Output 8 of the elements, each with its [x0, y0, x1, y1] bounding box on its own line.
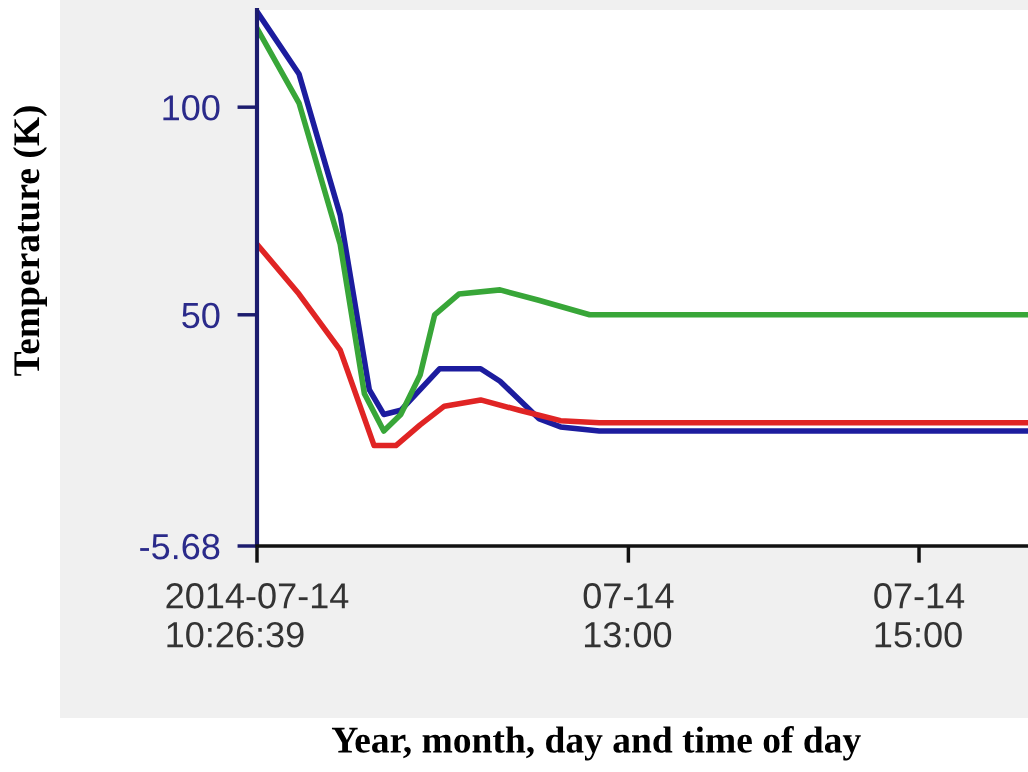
y-axis-title: Temperature (K) — [12, 106, 47, 376]
x-tick-label: 2014-07-14 10:26:39 — [166, 583, 349, 648]
y-tick-label: 50 — [182, 302, 220, 329]
y-tick-label: -5.68 — [140, 533, 220, 560]
y-tick-label: 100 — [163, 95, 220, 121]
x-tick-label: 07-14 13:00 — [583, 583, 674, 648]
x-tick-label: 07-14 15:00 — [874, 583, 965, 648]
x-axis-title: Year, month, day and time of day — [331, 726, 861, 761]
